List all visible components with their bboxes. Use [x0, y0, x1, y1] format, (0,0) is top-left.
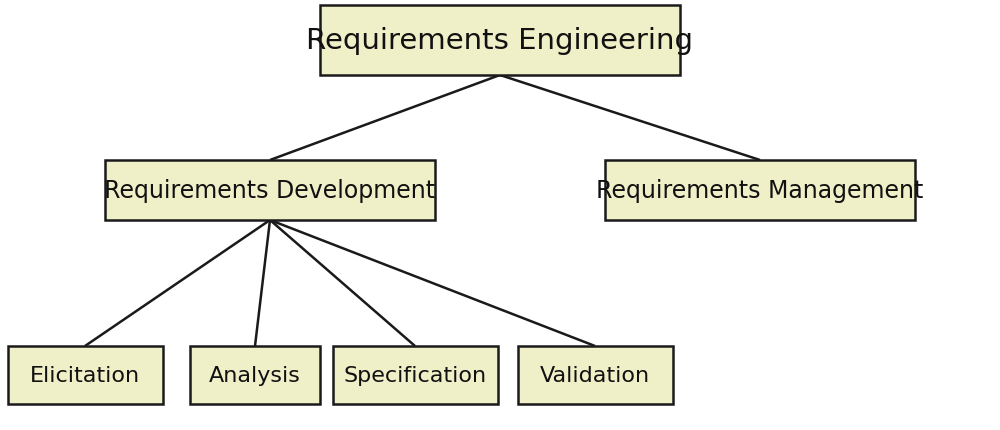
FancyBboxPatch shape: [605, 161, 915, 221]
Text: Specification: Specification: [343, 365, 487, 385]
FancyBboxPatch shape: [332, 346, 498, 404]
FancyBboxPatch shape: [518, 346, 672, 404]
FancyBboxPatch shape: [320, 6, 680, 76]
FancyBboxPatch shape: [190, 346, 320, 404]
Text: Elicitation: Elicitation: [30, 365, 140, 385]
Text: Validation: Validation: [540, 365, 650, 385]
Text: Requirements Management: Requirements Management: [596, 178, 924, 203]
Text: Requirements Development: Requirements Development: [104, 178, 436, 203]
Text: Requirements Engineering: Requirements Engineering: [306, 27, 694, 55]
FancyBboxPatch shape: [105, 161, 435, 221]
FancyBboxPatch shape: [8, 346, 162, 404]
Text: Analysis: Analysis: [209, 365, 301, 385]
